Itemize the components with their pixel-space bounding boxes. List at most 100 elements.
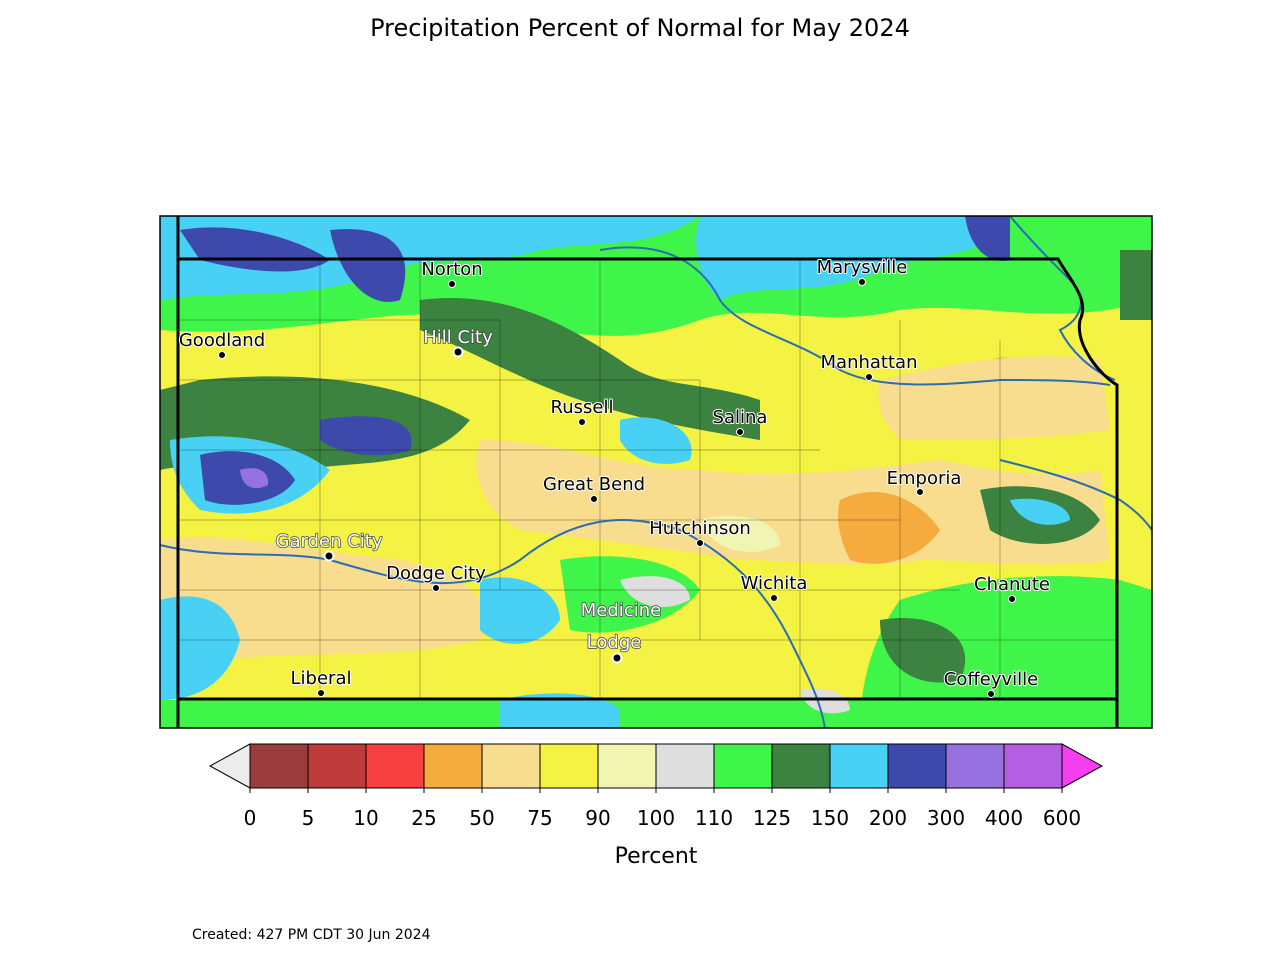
city-label: Great Bend xyxy=(543,474,645,495)
neosho-river xyxy=(999,459,1153,531)
city-dot xyxy=(916,488,924,496)
colorbar-cell xyxy=(249,743,309,789)
city-dot xyxy=(696,539,704,547)
city-dot xyxy=(865,373,873,381)
region-extreme-ne xyxy=(965,216,1010,261)
colorbar-tick-label: 10 xyxy=(353,806,379,830)
colorbar-tick-label: 5 xyxy=(301,806,315,830)
colorbar-cell xyxy=(539,743,599,789)
colorbar-tick-label: 90 xyxy=(585,806,611,830)
colorbar-cell xyxy=(829,743,889,789)
region-wet-se xyxy=(860,576,1152,728)
region-very-wet-sc xyxy=(480,577,560,644)
map-title: Precipitation Percent of Normal for May … xyxy=(370,14,910,42)
city-dot xyxy=(448,280,456,288)
region-dark-green-nc xyxy=(420,298,760,440)
region-extreme-wc xyxy=(320,416,412,456)
city-label: Manhattan xyxy=(821,352,918,373)
colorbar-cell xyxy=(1003,743,1063,789)
city-label: Hutchinson xyxy=(649,518,751,539)
region-dry-central xyxy=(476,440,1110,565)
city-dot xyxy=(432,584,440,592)
colorbar-under-arrow xyxy=(208,743,251,789)
region-oklahoma-strip xyxy=(160,700,1152,728)
city-markers: Norton Marysville Goodland Hill City Manhatt… xyxy=(178,256,1051,698)
region-very-wet-sw xyxy=(160,596,240,700)
city-dot xyxy=(218,351,226,359)
colorbar-label: Percent xyxy=(614,844,698,869)
city-dot xyxy=(770,594,778,602)
city-label: Wichita xyxy=(741,573,808,594)
precip-field xyxy=(160,216,1152,728)
city-label: Russell xyxy=(551,397,614,418)
kansas-border xyxy=(176,257,1119,701)
city-dot xyxy=(317,689,325,697)
city-dot xyxy=(987,690,995,698)
region-very-wet-strip xyxy=(500,693,620,728)
colorbar-over-arrow xyxy=(1061,743,1104,789)
city-label: Emporia xyxy=(887,468,962,489)
colorbar-cell xyxy=(307,743,367,789)
city-label: Garden City xyxy=(276,531,383,552)
city-dot xyxy=(452,346,464,358)
colorbar-tick-label: 0 xyxy=(243,806,257,830)
city-label: Liberal xyxy=(291,668,352,689)
created-timestamp: Created: 427 PM CDT 30 Jun 2024 xyxy=(192,927,431,943)
arkansas-river xyxy=(159,519,826,729)
city-label: Medicine xyxy=(581,600,661,621)
colorbar-cell xyxy=(887,743,947,789)
colorbar xyxy=(208,743,1104,793)
city-label: Salina xyxy=(713,407,768,428)
region-very-dry-emporia xyxy=(838,491,940,564)
colorbar-cell xyxy=(597,743,657,789)
city-dot xyxy=(858,278,866,286)
city-label: Dodge City xyxy=(386,563,486,584)
colorbar-tick-label: 25 xyxy=(411,806,437,830)
county-grid xyxy=(180,260,1117,700)
colorbar-cell xyxy=(423,743,483,789)
colorbar-cell xyxy=(771,743,831,789)
region-dry-sw xyxy=(160,537,486,660)
region-extreme-n xyxy=(330,229,406,302)
colorbar-cell xyxy=(655,743,715,789)
colorbar-tick-label: 200 xyxy=(868,806,908,830)
city-label: Lodge xyxy=(587,632,642,653)
colorbar-tick-label: 300 xyxy=(926,806,966,830)
city-dot xyxy=(323,550,335,562)
region-300pct-w xyxy=(240,468,269,489)
city-dot xyxy=(736,428,744,436)
city-dot xyxy=(590,495,598,503)
region-very-wet-c xyxy=(620,417,692,464)
colorbar-tick-label: 110 xyxy=(694,806,734,830)
region-near-normal-s xyxy=(800,688,850,714)
region-slightly-dry-c xyxy=(700,516,780,552)
region-dark-green-ne xyxy=(1120,250,1152,320)
rivers xyxy=(159,215,1153,729)
kansas-river xyxy=(599,246,1111,386)
colorbar-tick-marks xyxy=(249,788,1063,793)
colorbar-tick-label: 50 xyxy=(469,806,495,830)
colorbar-tick-label: 125 xyxy=(752,806,792,830)
colorbar-cell xyxy=(945,743,1005,789)
colorbar-tick-label: 150 xyxy=(810,806,850,830)
region-very-wet-e xyxy=(1010,498,1070,525)
city-dot xyxy=(578,418,586,426)
colorbar-tick-label: 400 xyxy=(984,806,1024,830)
missouri-river xyxy=(1009,215,1116,381)
region-dark-green-se xyxy=(880,618,966,683)
colorbar-tick-label: 600 xyxy=(1042,806,1082,830)
map-frame xyxy=(159,215,1153,729)
city-label: Marysville xyxy=(817,257,908,278)
city-label: Coffeyville xyxy=(944,669,1038,690)
city-label: Chanute xyxy=(974,574,1050,595)
colorbar-cell xyxy=(365,743,425,789)
city-dot xyxy=(1008,595,1016,603)
city-dot xyxy=(611,652,623,664)
city-label: Norton xyxy=(421,259,482,280)
region-near-normal-c xyxy=(620,576,690,608)
city-label: Hill City xyxy=(423,327,493,348)
region-dry-ne xyxy=(878,356,1110,440)
city-label: Goodland xyxy=(179,330,265,351)
colorbar-cell xyxy=(481,743,541,789)
